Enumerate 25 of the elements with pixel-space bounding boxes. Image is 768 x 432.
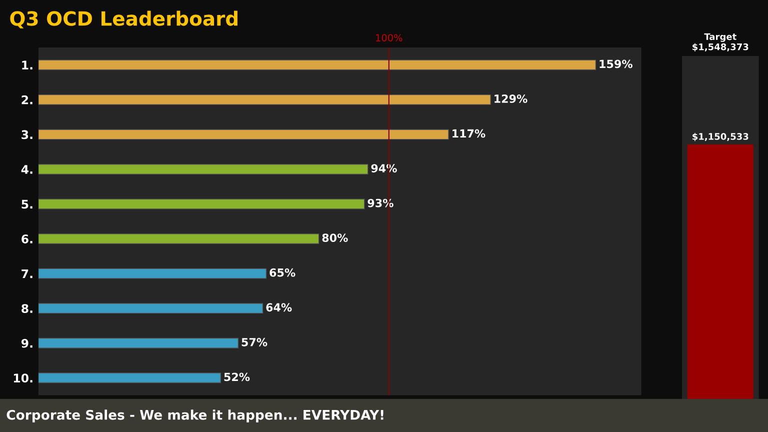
ref-line-label: Target $1,548,373 bbox=[692, 33, 748, 52]
y-tick-label: 7. bbox=[22, 269, 32, 278]
y-tick-label: 9. bbox=[21, 338, 32, 348]
data-label: 117% bbox=[452, 129, 486, 138]
data-label: 129% bbox=[494, 94, 528, 103]
ref-line-label: 100% bbox=[376, 34, 402, 42]
data-label: 57% bbox=[242, 338, 268, 346]
data-label: 94% bbox=[371, 164, 397, 172]
text: Corporate Sales - We make it happen... EVERYDAY! bbox=[6, 410, 384, 422]
y-tick-label: 5. bbox=[22, 200, 32, 209]
y-tick-label: 3. bbox=[22, 130, 32, 140]
data-label: 64% bbox=[266, 303, 292, 312]
y-tick-label: 4. bbox=[21, 165, 32, 174]
y-tick-label: 8. bbox=[22, 304, 32, 313]
y-tick-label: 6. bbox=[22, 234, 32, 244]
data-label: 159% bbox=[600, 60, 632, 68]
chart-title: Q3 OCD Leaderboard bbox=[10, 10, 238, 28]
data-label: 52% bbox=[224, 372, 250, 382]
y-tick-label: 2. bbox=[22, 95, 32, 104]
data-label: $1,150,533 bbox=[692, 132, 748, 142]
data-label: 80% bbox=[322, 234, 348, 242]
y-tick-label: 1. bbox=[22, 60, 32, 70]
data-label: 65% bbox=[270, 268, 296, 277]
data-label: 93% bbox=[368, 198, 394, 208]
y-tick-label: 10. bbox=[14, 374, 32, 383]
